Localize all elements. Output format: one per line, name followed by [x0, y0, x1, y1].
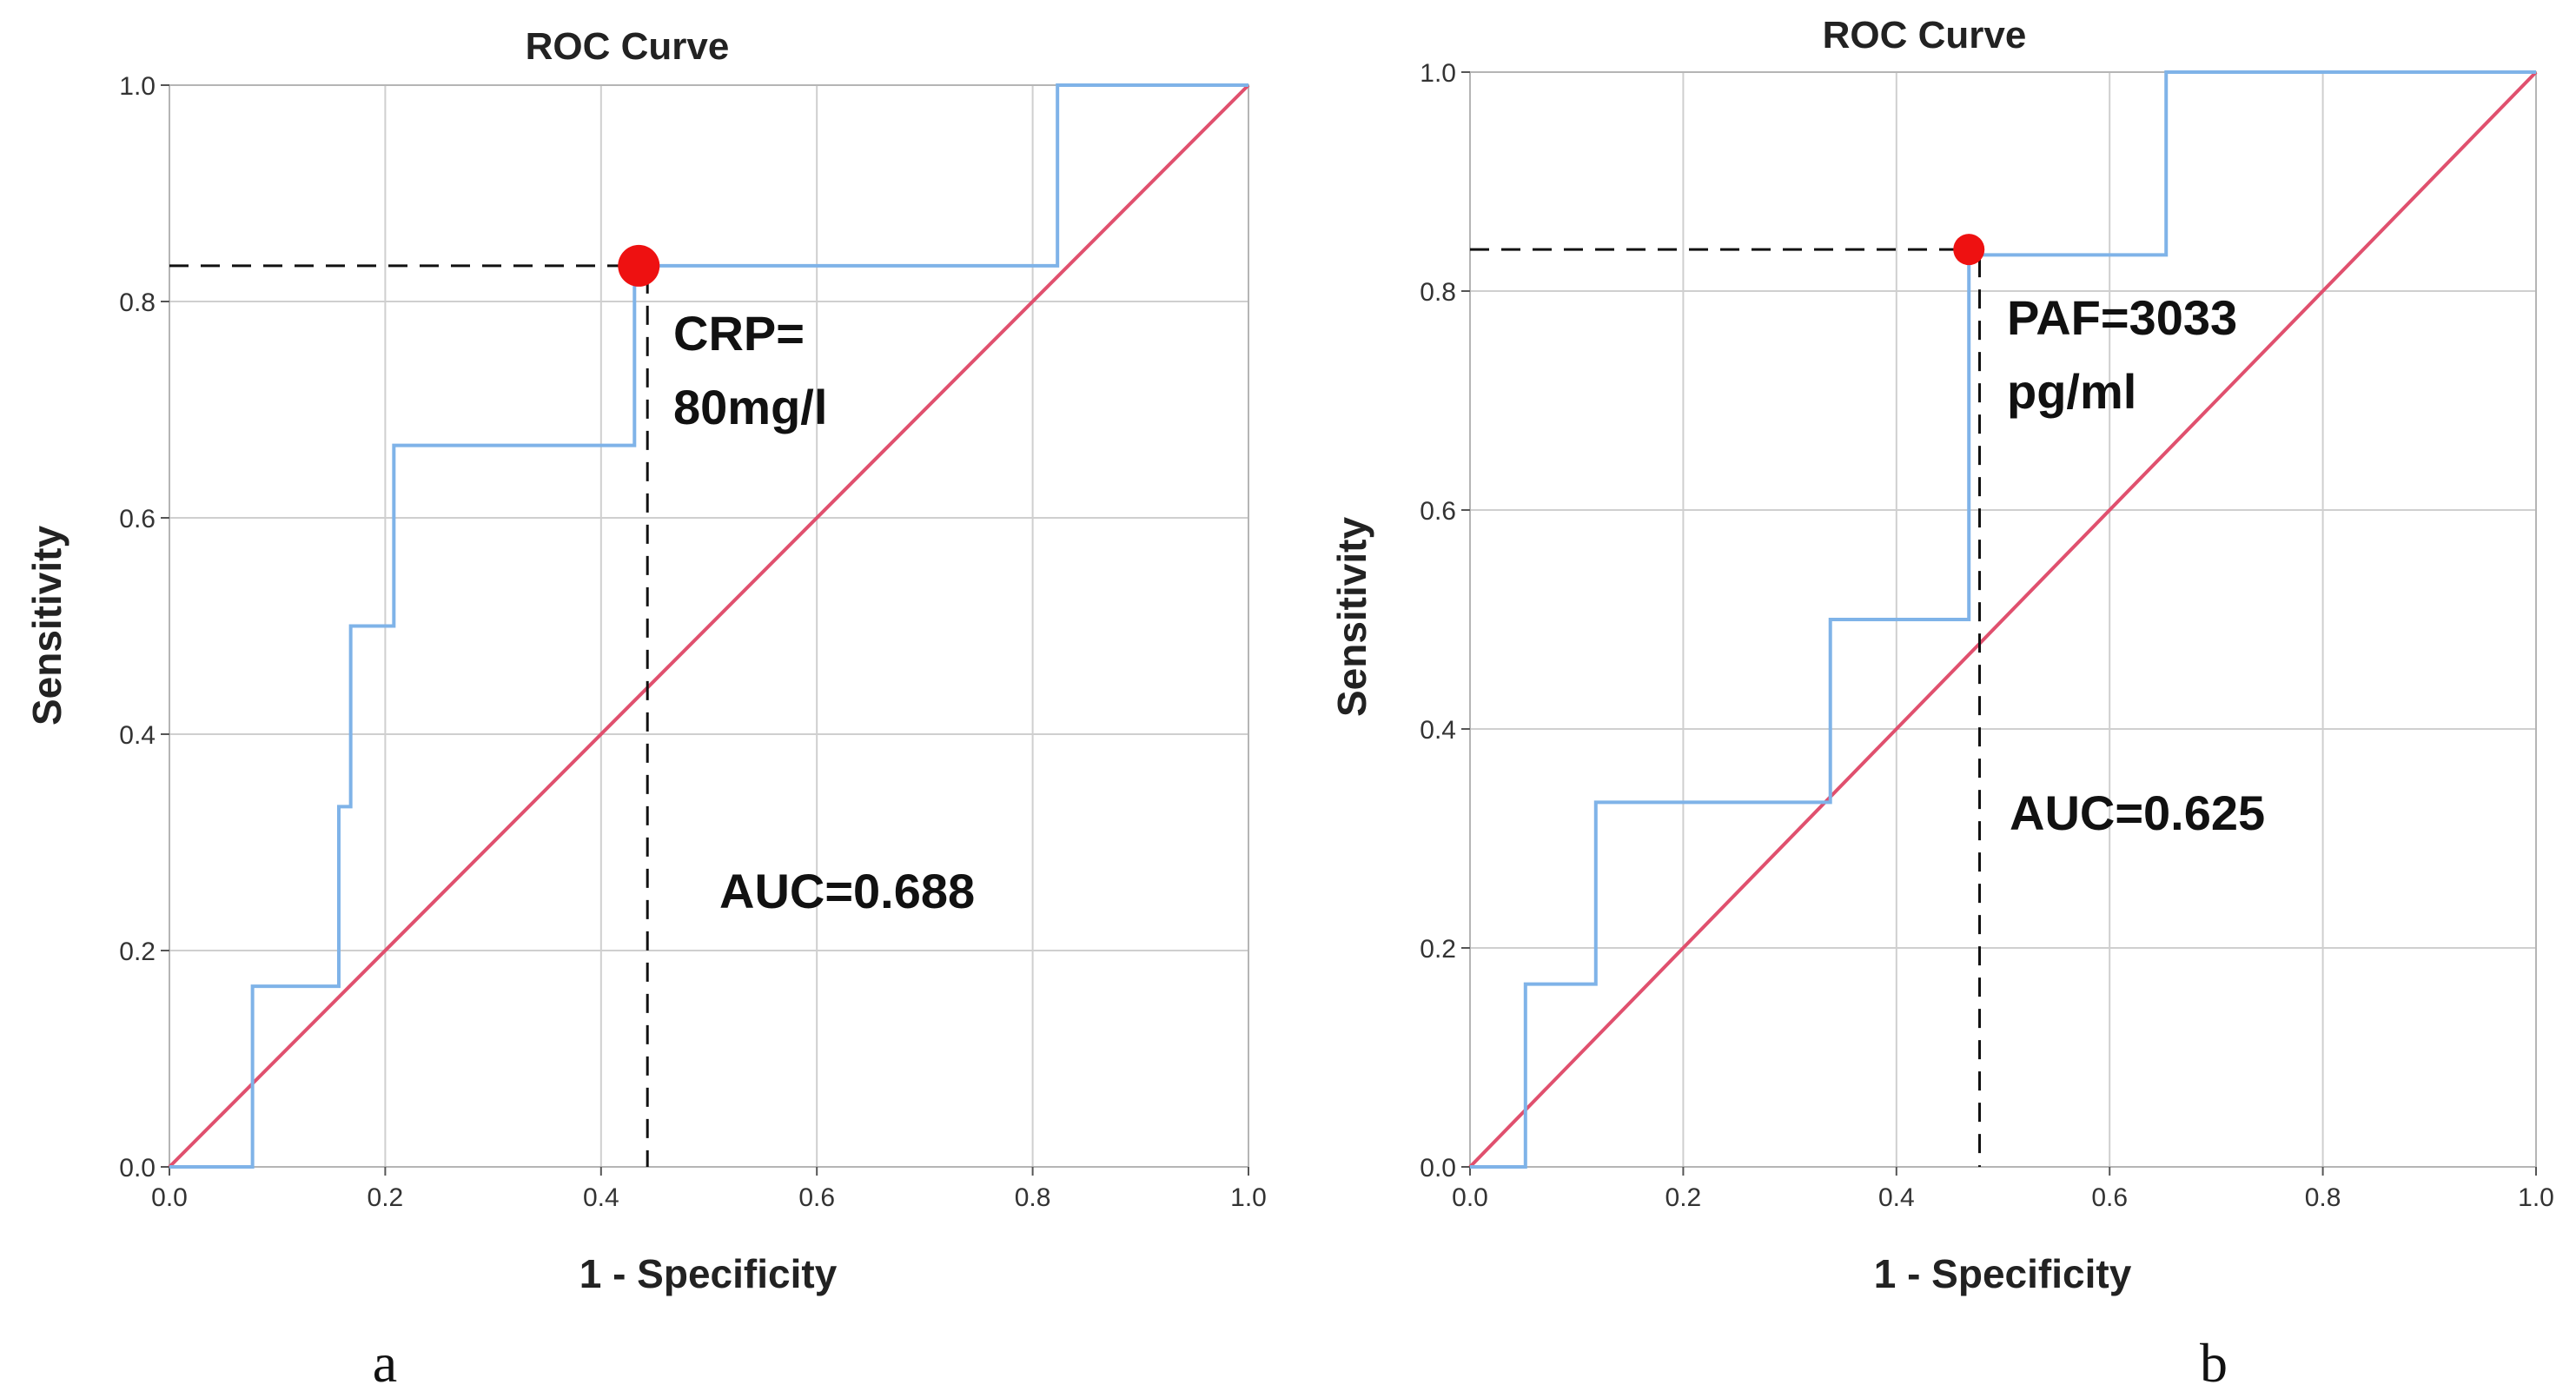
plot-frame	[169, 84, 1249, 1168]
x-tick-label: 1.0	[1230, 1183, 1267, 1212]
y-tick-label: 0.2	[1420, 935, 1456, 964]
y-tick-label: 0.0	[1420, 1154, 1456, 1183]
y-axis-label: Sensitivity	[24, 526, 70, 726]
x-tick-label: 1.0	[2518, 1183, 2554, 1212]
y-tick-label: 1.0	[1420, 59, 1456, 88]
x-tick-label: 0.2	[368, 1183, 404, 1212]
cutoff-annotation: 80mg/l	[673, 380, 827, 434]
plot-frame	[1469, 71, 2537, 1168]
y-tick-label: 0.2	[119, 938, 156, 966]
reference-line	[1468, 70, 2538, 1169]
panel-letter: b	[2200, 1332, 2228, 1394]
cutoff-annotation: pg/ml	[2007, 364, 2136, 419]
y-tick-label: 0.6	[1420, 497, 1456, 526]
x-tick-label: 0.6	[2091, 1183, 2128, 1212]
chart-title: ROC Curve	[526, 25, 730, 68]
reference-line	[168, 83, 1250, 1169]
y-tick-label: 0.4	[1420, 716, 1456, 745]
auc-label: AUC=0.625	[2010, 785, 2265, 840]
x-axis-label: 1 - Specificity	[579, 1251, 838, 1296]
roc-curve-line	[169, 83, 1248, 1169]
y-tick-label: 0.4	[119, 721, 156, 750]
x-tick-label: 0.8	[2305, 1183, 2341, 1212]
x-tick-label: 0.0	[151, 1183, 188, 1212]
y-tick-label: 0.8	[1420, 278, 1456, 307]
y-tick-label: 0.8	[119, 288, 156, 317]
x-tick-label: 0.4	[583, 1183, 619, 1212]
optimal-cutoff-point	[618, 244, 660, 287]
cutoff-annotation: CRP=	[673, 306, 805, 361]
x-tick-label: 0.2	[1665, 1183, 1702, 1212]
roc-panel-b: 0.0 0.2 0.4 0.6 0.8 1.0 0.0 0.2 0.4 0.6 0.8 1.0 ROC …	[1329, 14, 2554, 1394]
y-tick-label: 0.6	[119, 505, 156, 533]
cutoff-annotation: PAF=3033	[2007, 290, 2237, 345]
x-tick-label: 0.6	[798, 1183, 835, 1212]
auc-label: AUC=0.688	[719, 864, 975, 918]
y-tick-label: 1.0	[119, 72, 156, 101]
x-tick-label: 0.0	[1452, 1183, 1488, 1212]
optimal-cutoff-point	[1953, 234, 1985, 266]
chart-title: ROC Curve	[1823, 14, 2027, 56]
roc-panel-a: 0.0 0.2 0.4 0.6 0.8 1.0 0.0 0.2 0.4 0.6 0.8 1.0 ROC …	[24, 25, 1267, 1394]
y-tick-label: 0.0	[119, 1154, 156, 1183]
roc-curve-line	[1470, 70, 2536, 1169]
panel-letter: a	[373, 1332, 397, 1394]
x-tick-label: 0.4	[1878, 1183, 1915, 1212]
y-axis-label: Sensitivity	[1329, 517, 1374, 718]
x-tick-label: 0.8	[1015, 1183, 1051, 1212]
x-axis-label: 1 - Specificity	[1874, 1251, 2132, 1296]
